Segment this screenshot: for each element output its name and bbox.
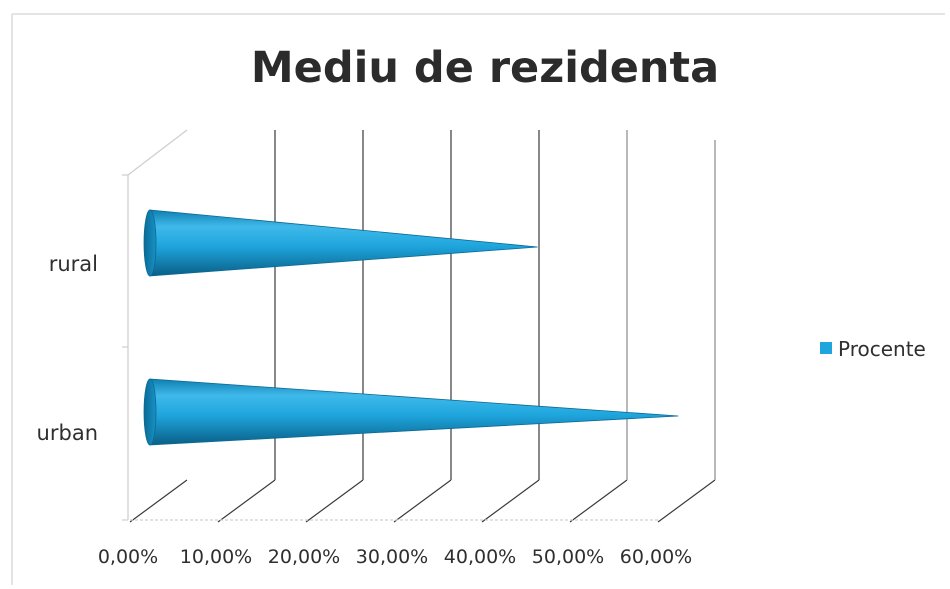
floor-gridline — [217, 479, 276, 523]
legend-label-procente: Procente — [838, 337, 926, 361]
gridlines — [129, 130, 716, 523]
bar-rural — [149, 209, 538, 277]
y-tick-label-rural: rural — [49, 252, 98, 276]
x-tick-labels: 0,00% 10,00% 20,00% 30,00% 40,00% 50,00% 60,00… — [98, 546, 692, 568]
floor-gridline — [569, 479, 628, 523]
x-tick-label: 10,00% — [180, 546, 252, 568]
bar-cap-rural — [143, 209, 157, 277]
left-wall-top-edge — [127, 129, 188, 176]
legend-swatch-procente — [820, 342, 832, 354]
chart-title: Mediu de rezidenta — [251, 43, 719, 93]
x-tick-label: 0,00% — [98, 546, 158, 568]
y-tick-label-urban: urban — [37, 421, 98, 445]
floor-gridline — [129, 479, 188, 523]
x-tick-label: 20,00% — [268, 546, 340, 568]
y-tick-labels: rural urban — [37, 252, 98, 445]
x-tick-label: 50,00% — [532, 546, 604, 568]
x-tick-label: 60,00% — [620, 546, 692, 568]
x-tick-label: 40,00% — [444, 546, 516, 568]
floor-gridline — [481, 479, 540, 523]
floor-gridline — [305, 479, 364, 523]
floor-gridline — [657, 479, 716, 523]
chart-walls — [122, 129, 658, 521]
bar-urban — [149, 378, 679, 446]
bars — [143, 209, 679, 446]
floor-gridline — [393, 479, 452, 523]
bar-cap-urban — [143, 378, 157, 446]
legend: Procente — [820, 337, 926, 361]
x-tick-label: 30,00% — [356, 546, 428, 568]
